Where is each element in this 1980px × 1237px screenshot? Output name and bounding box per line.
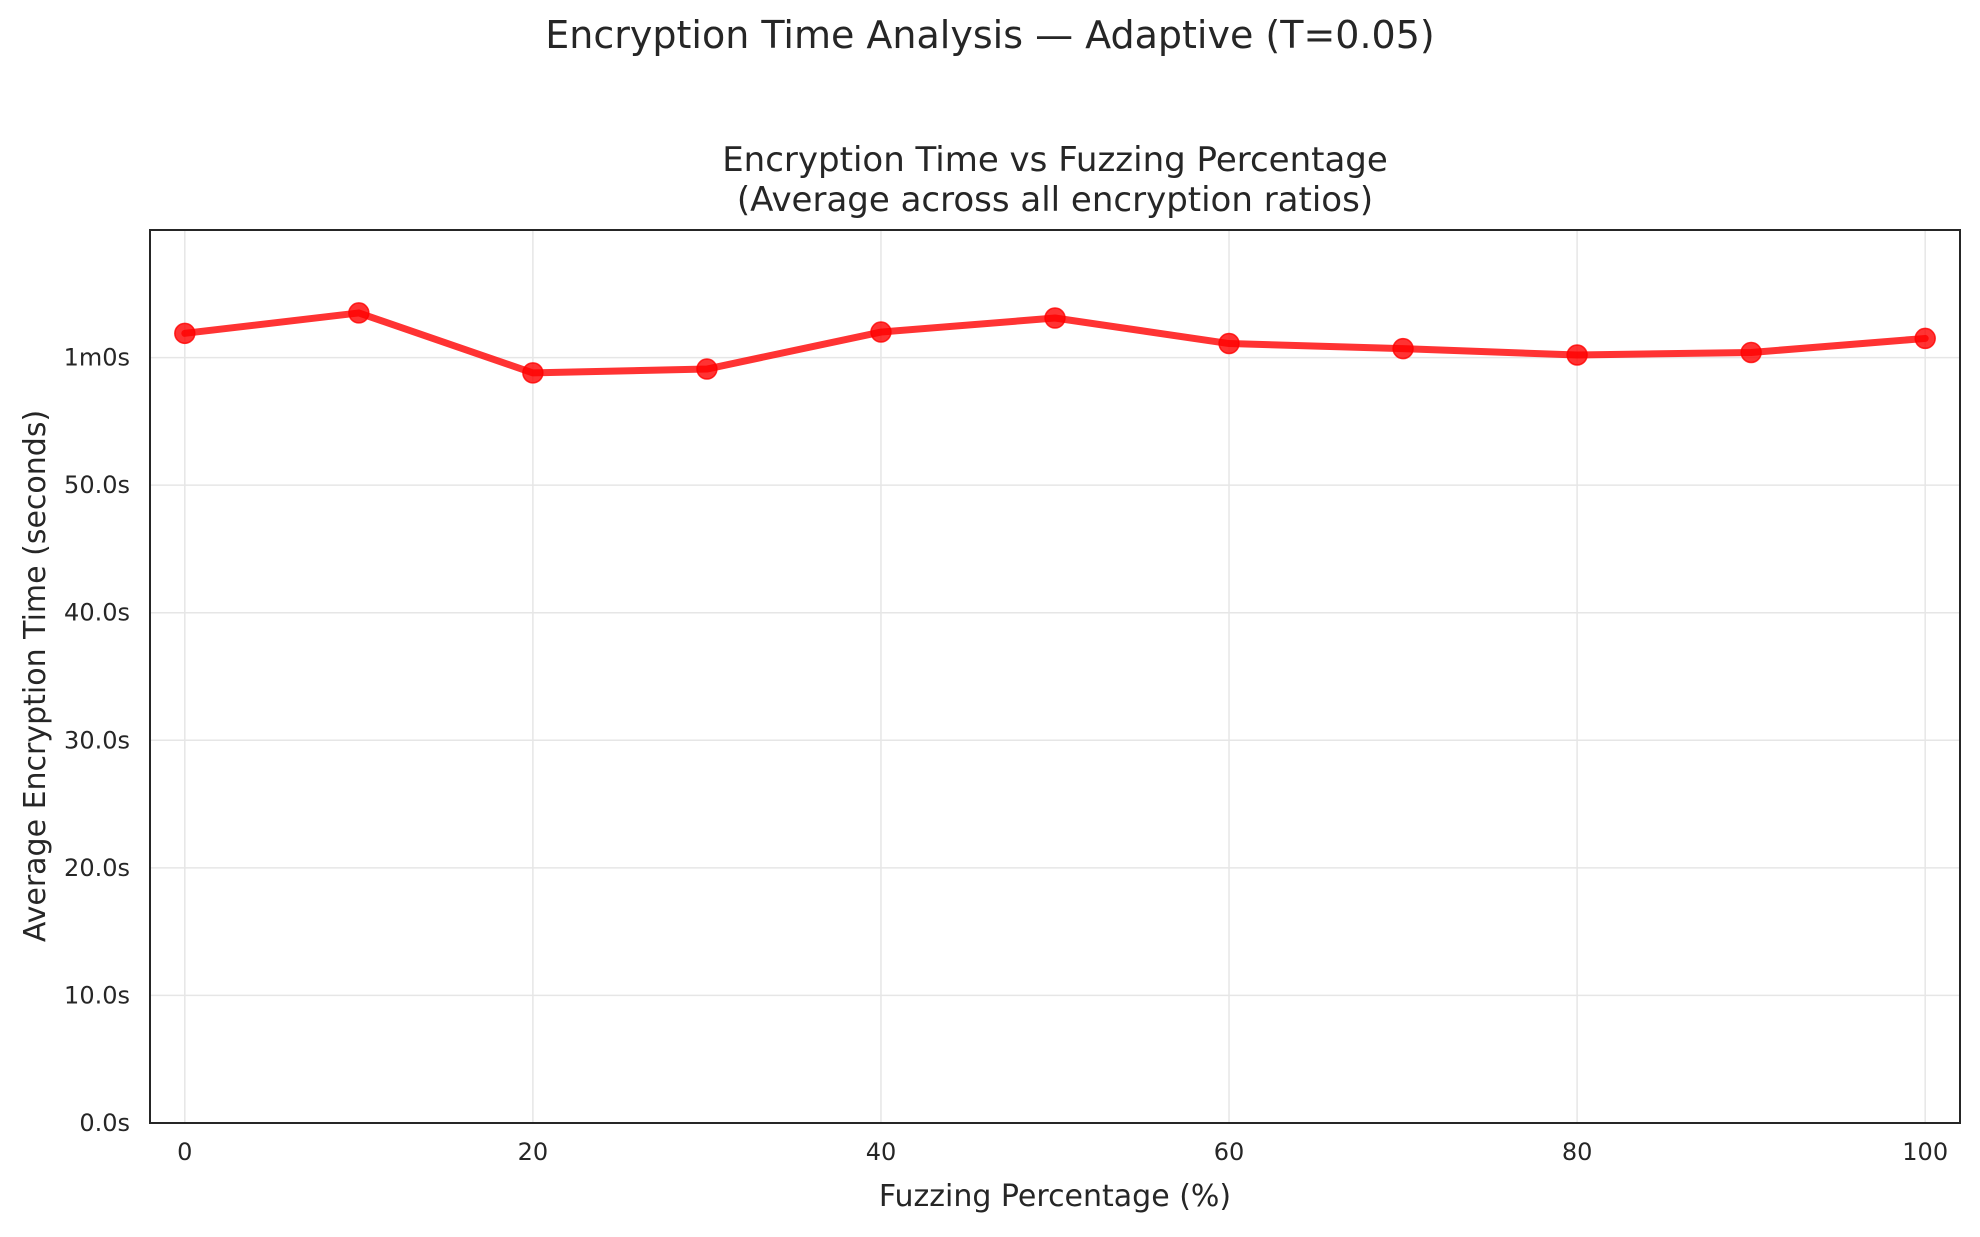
x-tick-label: 20: [518, 1138, 549, 1166]
chart-title-line2: (Average across all encryption ratios): [737, 180, 1373, 220]
x-axis-label: Fuzzing Percentage (%): [879, 1179, 1231, 1214]
data-point: [1392, 337, 1414, 360]
plot-frame: [149, 229, 1961, 1124]
data-series: [174, 302, 1936, 384]
x-tick-label: 80: [1562, 1138, 1593, 1166]
x-tick-label: 100: [1902, 1138, 1948, 1166]
y-tick-label: 20.0s: [64, 854, 130, 882]
data-point: [174, 322, 196, 345]
y-axis-ticks: 0.0s 10.0s 20.0s 30.0s 40.0s 50.0s 1m0s: [64, 344, 130, 1137]
x-tick-label: 60: [1214, 1138, 1245, 1166]
data-point: [870, 321, 892, 343]
data-point: [348, 302, 370, 324]
x-tick-label: 40: [866, 1138, 897, 1166]
chart-title-line1: Encryption Time vs Fuzzing Percentage: [722, 140, 1388, 180]
y-tick-label: 10.0s: [64, 981, 130, 1009]
data-point: [1914, 327, 1936, 350]
figure-suptitle: Encryption Time Analysis — Adaptive (T=0…: [545, 13, 1434, 57]
y-tick-label: 40.0s: [64, 599, 130, 627]
data-point: [1044, 307, 1066, 329]
data-point: [696, 358, 718, 380]
y-axis-label: Average Encryption Time (seconds): [18, 410, 53, 942]
y-tick-label: 50.0s: [64, 471, 130, 499]
data-point: [1740, 341, 1762, 364]
data-point: [522, 362, 544, 384]
y-tick-label: 1m0s: [64, 344, 130, 372]
x-axis-ticks: 0 20 40 60 80 100: [177, 1138, 1948, 1166]
x-tick-label: 0: [177, 1138, 192, 1166]
data-point: [1218, 332, 1240, 355]
y-tick-label: 30.0s: [64, 726, 130, 754]
data-point: [1566, 344, 1588, 366]
y-tick-label: 0.0s: [79, 1109, 130, 1137]
